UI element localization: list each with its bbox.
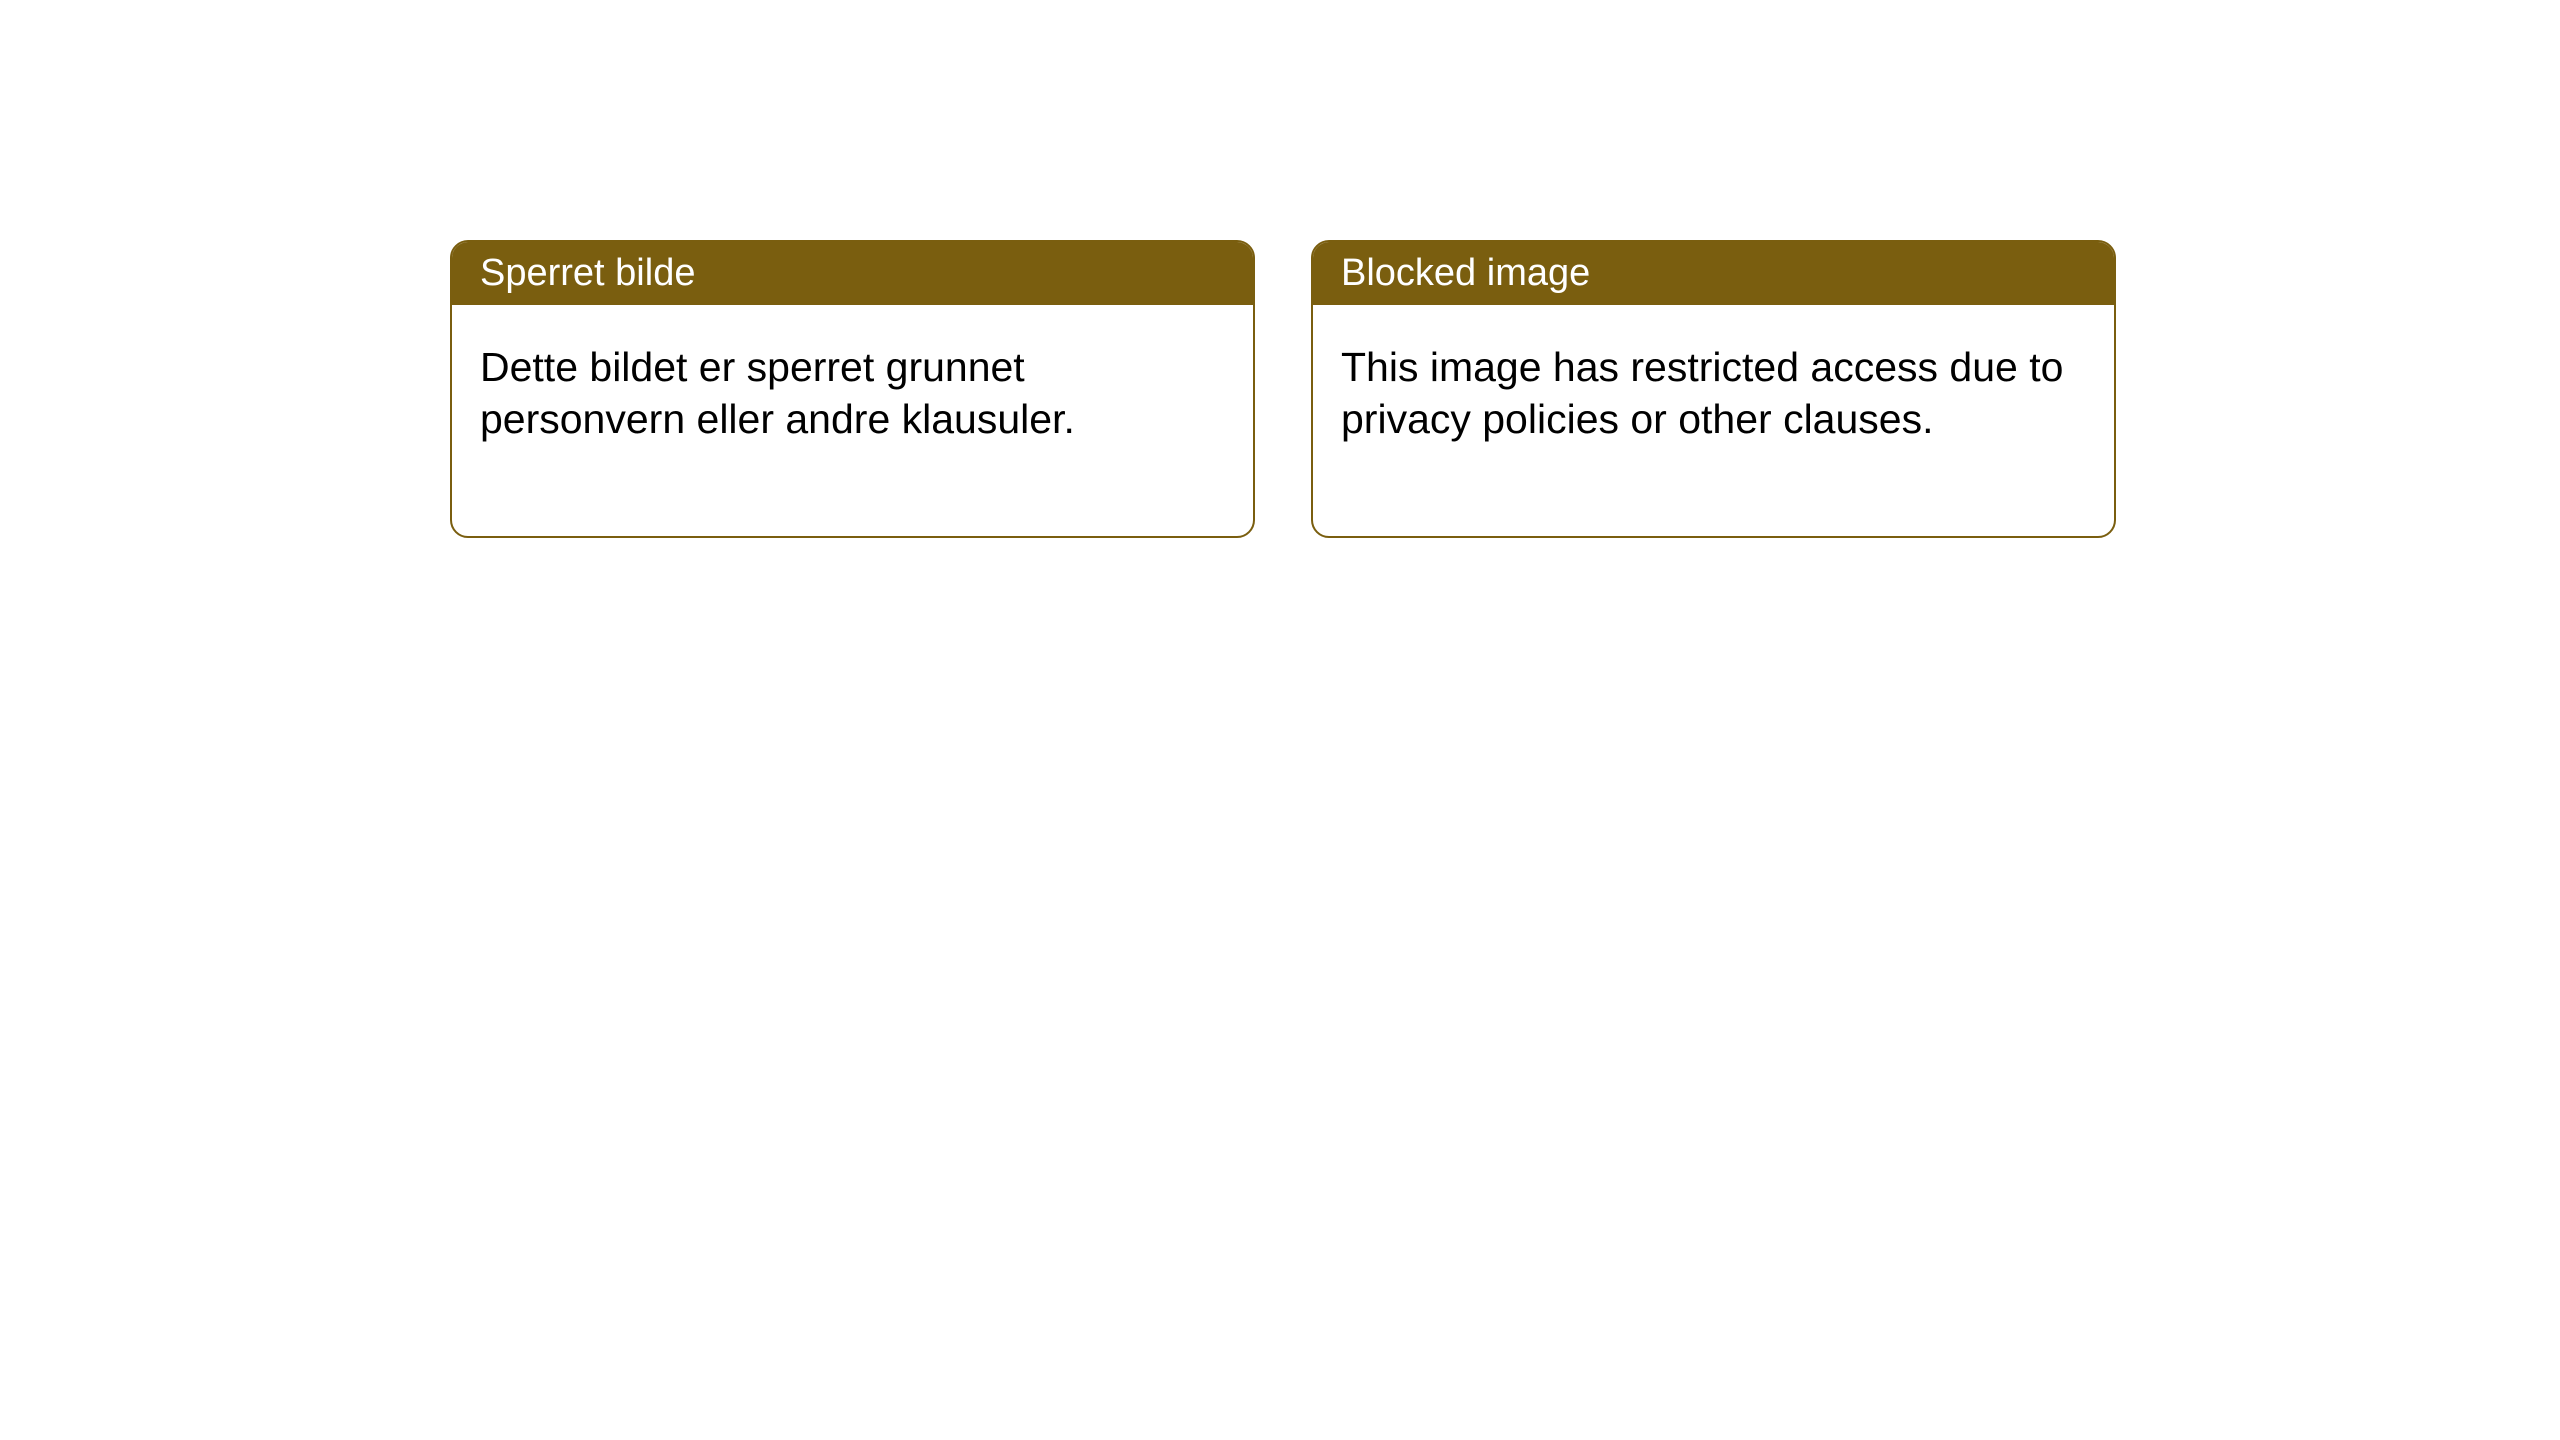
notice-container: Sperret bilde Dette bildet er sperret gr… — [0, 0, 2560, 538]
notice-body: Dette bildet er sperret grunnet personve… — [452, 305, 1253, 536]
notice-header: Blocked image — [1313, 242, 2114, 305]
notice-body: This image has restricted access due to … — [1313, 305, 2114, 536]
notice-card-english: Blocked image This image has restricted … — [1311, 240, 2116, 538]
notice-card-norwegian: Sperret bilde Dette bildet er sperret gr… — [450, 240, 1255, 538]
notice-header: Sperret bilde — [452, 242, 1253, 305]
